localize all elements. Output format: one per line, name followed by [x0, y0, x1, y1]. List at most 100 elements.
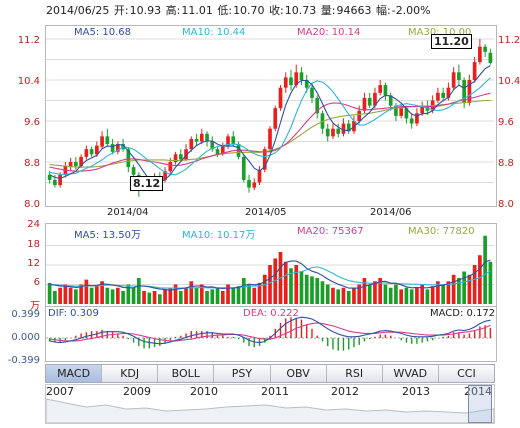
candle-body: [126, 149, 131, 168]
volume-bar: [383, 284, 388, 304]
volume-bar: [68, 287, 73, 304]
volume-bar: [178, 291, 183, 304]
volume-bar: [325, 284, 330, 304]
volume-bar: [210, 289, 215, 304]
volume-bar: [483, 235, 487, 304]
tab-cci[interactable]: CCI: [438, 365, 494, 382]
volume-bar: [315, 278, 320, 304]
candle-body: [189, 138, 194, 150]
low-value: 10.70: [233, 4, 265, 17]
price-chart: [46, 38, 494, 197]
tab-macd[interactable]: MACD: [46, 365, 103, 382]
volume-bar: [462, 271, 466, 304]
vol-ytick: 24: [27, 219, 40, 230]
volume-bar: [215, 287, 220, 304]
volume-bar: [247, 284, 251, 304]
vol-ytick: 18: [27, 239, 40, 250]
volume-label: 量:: [320, 4, 336, 17]
volume-bar: [441, 284, 445, 304]
volume-bar: [74, 289, 78, 304]
volume-bar: [273, 258, 278, 304]
volume-bar: [47, 282, 52, 304]
candle-body: [74, 162, 78, 167]
volume-bar: [320, 281, 325, 304]
tab-obv[interactable]: OBV: [270, 365, 327, 382]
year-label: 2007: [46, 385, 74, 398]
tab-kdj[interactable]: KDJ: [102, 365, 159, 382]
candle-body: [220, 146, 225, 155]
volume-bar: [336, 289, 341, 304]
candle-body: [231, 136, 236, 145]
timeline-navigator[interactable]: 2007 2009 2010 2011 2012 2013 2014: [45, 384, 495, 424]
volume-bar: [262, 274, 267, 304]
macd-legend: MACD: 0.172: [430, 308, 496, 319]
close-label: 收:: [269, 4, 284, 17]
candle-body: [283, 77, 288, 88]
volume-bar: [110, 289, 115, 304]
candle-body: [289, 77, 293, 86]
volume-bar: [63, 284, 68, 304]
candle-body: [47, 174, 52, 180]
price-panel: [45, 25, 497, 207]
candle-body: [205, 133, 209, 142]
volume-bar: [194, 287, 199, 304]
candle-body: [89, 149, 94, 155]
tab-psy[interactable]: PSY: [214, 365, 271, 382]
indicator-tabs: MACD KDJ BOLL PSY OBV RSI WVAD CCI: [45, 364, 495, 383]
volume-bar: [357, 284, 362, 304]
year-label: 2011: [261, 385, 289, 398]
price-ytick-right: 10.4: [498, 76, 520, 87]
volume-bar: [184, 287, 188, 304]
candle-body: [79, 156, 83, 167]
volume-bar: [173, 284, 178, 304]
candle-body: [325, 128, 330, 137]
ma10-legend: MA10: 10.44: [182, 27, 246, 38]
candle-body: [199, 133, 204, 142]
candle-body: [367, 97, 372, 106]
candle-body: [299, 72, 304, 80]
vol-ma10-line: [49, 266, 491, 289]
volume-bar: [226, 284, 230, 304]
candle-body: [194, 138, 199, 142]
volume-bar: [220, 291, 225, 304]
price-ytick: 10.4: [17, 76, 40, 87]
volume-bar: [152, 291, 157, 304]
volume-bar: [352, 287, 356, 304]
year-label: 2010: [190, 385, 218, 398]
candle-body: [115, 144, 120, 152]
volume-bar: [168, 287, 173, 304]
ma20-legend: MA20: 10.14: [297, 27, 361, 38]
volume-bar: [362, 278, 367, 304]
vol-ma5-line: [49, 259, 491, 291]
low-label: 低:: [217, 4, 233, 17]
candle-body: [483, 46, 487, 52]
volume-bar: [294, 265, 299, 304]
candle-body: [95, 145, 99, 155]
volume-bar: [257, 282, 262, 304]
ma5-line: [49, 65, 491, 184]
dea-line: [49, 322, 491, 342]
candle-body: [472, 62, 477, 80]
candle-body: [100, 136, 104, 147]
price-xtick: 2014/04: [107, 207, 149, 218]
volume-bar: [388, 287, 393, 304]
candle-body: [346, 123, 351, 132]
timeline-range-handle[interactable]: [468, 385, 492, 423]
ma20-line: [49, 92, 491, 172]
candle-body: [383, 85, 388, 96]
volume-bar: [89, 287, 94, 304]
candle-body: [68, 162, 73, 168]
volume-bar: [451, 274, 456, 304]
tab-boll[interactable]: BOLL: [158, 365, 215, 382]
candle-body: [488, 52, 493, 64]
volume-bar: [299, 271, 304, 304]
candle-body: [252, 182, 257, 188]
volume-bar: [268, 265, 272, 304]
close-value: 10.73: [284, 4, 317, 17]
volume-bar: [163, 289, 167, 304]
open-value: 10.93: [129, 4, 162, 17]
quote-date: 2014/06/25: [46, 4, 110, 17]
price-xtick: 2014/05: [245, 207, 287, 218]
tab-rsi[interactable]: RSI: [326, 365, 383, 382]
tab-wvad[interactable]: WVAD: [382, 365, 439, 382]
